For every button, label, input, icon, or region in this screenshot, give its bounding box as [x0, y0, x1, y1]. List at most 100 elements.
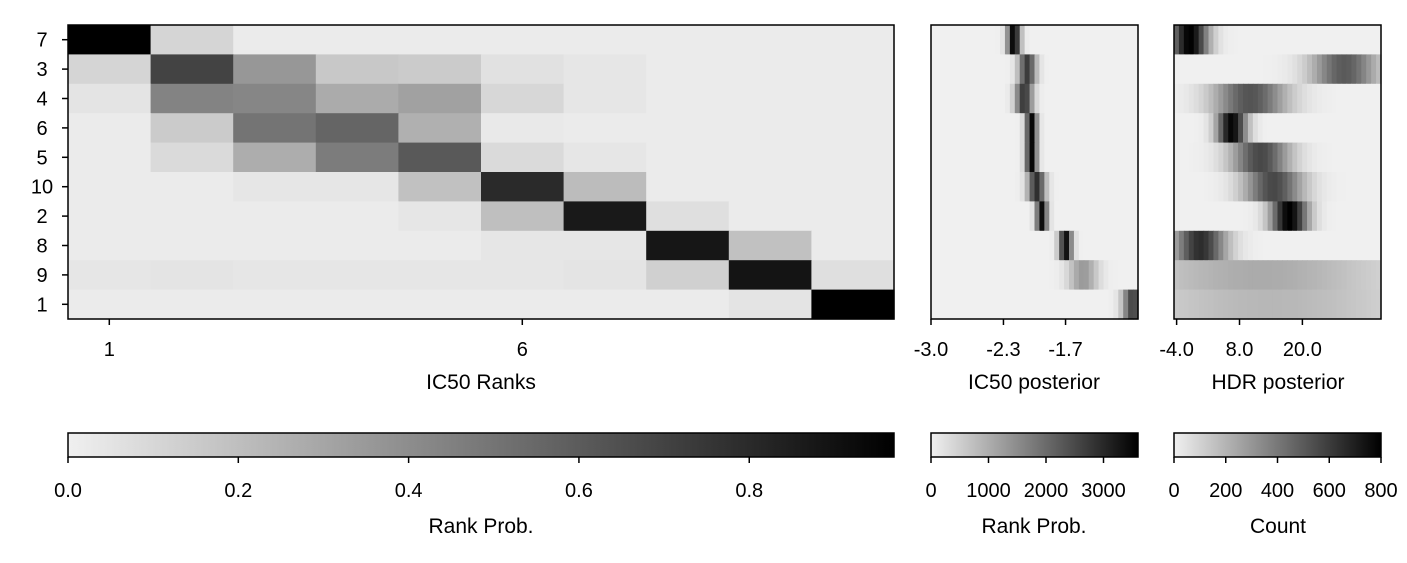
heatmap-cell: [970, 54, 976, 85]
heatmap-cell: [1346, 142, 1353, 173]
heatmap-cell: [1243, 201, 1249, 232]
heatmap-cell: [1247, 260, 1254, 291]
heatmap-cell: [1073, 289, 1080, 320]
row-label: 2: [36, 206, 47, 228]
heatmap-cell: [728, 142, 812, 173]
heatmap-cell: [1054, 260, 1060, 291]
heatmap-cell: [1069, 142, 1075, 173]
heatmap-cell: [1218, 201, 1224, 232]
heatmap-cell: [950, 260, 957, 291]
heatmap-cell: [985, 172, 991, 202]
heatmap-cell: [1218, 260, 1224, 291]
heatmap-cell: [646, 289, 730, 320]
heatmap-cell: [1024, 54, 1031, 85]
heatmap-cell: [960, 25, 967, 55]
heatmap-cell: [1302, 83, 1308, 114]
heatmap-cell: [1292, 260, 1298, 291]
heatmap-cell: [1128, 54, 1134, 85]
heatmap-cell: [1302, 25, 1308, 55]
heatmap-cell: [965, 83, 972, 114]
heatmap-cell: [1257, 201, 1264, 232]
heatmap-cell: [1356, 289, 1362, 320]
heatmap-cell: [990, 230, 996, 261]
heatmap-cell: [1316, 83, 1323, 114]
hdr-colorbar-gradient: [1173, 432, 1382, 458]
x-tick-label: 1: [104, 339, 115, 361]
heatmap-cell: [1233, 289, 1239, 320]
heatmap-cell: [1336, 54, 1343, 85]
heatmap-cell: [1307, 83, 1313, 114]
heatmap-cell: [1093, 289, 1100, 320]
heatmap-cell: [811, 83, 895, 114]
heatmap-cell: [1004, 230, 1011, 261]
heatmap-cell: [728, 83, 812, 114]
heatmap-cell: [1044, 289, 1050, 320]
heatmap-cell: [1321, 142, 1328, 173]
heatmap-cell: [1341, 201, 1348, 232]
heatmap-cell: [1078, 289, 1085, 320]
heatmap-cell: [1361, 83, 1367, 114]
heatmap-cell: [1371, 289, 1377, 320]
heatmap-cell: [1198, 172, 1205, 202]
heatmap-cell: [1371, 172, 1377, 202]
heatmap-cell: [1103, 230, 1110, 261]
heatmap-cell: [945, 230, 952, 261]
ic50-x-label: IC50 posterior: [968, 371, 1100, 394]
heatmap-cell: [960, 260, 967, 291]
heatmap-cell: [1223, 260, 1229, 291]
heatmap-cell: [1044, 201, 1050, 232]
heatmap-cell: [975, 260, 981, 291]
heatmap-cell: [1257, 83, 1264, 114]
heatmap-cell: [1326, 25, 1333, 55]
heatmap-cell: [1307, 54, 1313, 85]
heatmap-cell: [1371, 142, 1377, 173]
heatmap-cell: [1257, 113, 1264, 144]
heatmap-cell: [1223, 25, 1229, 55]
heatmap-cell: [1252, 230, 1259, 261]
colorbar-tick-label: 0.6: [565, 480, 593, 502]
heatmap-cell: [1341, 25, 1348, 55]
colorbar-tick-label: 0: [925, 480, 936, 502]
row-label: 1: [36, 294, 47, 316]
heatmap-cell: [1009, 113, 1016, 144]
x-tick-label: -3.0: [914, 339, 948, 361]
heatmap-cell: [811, 142, 895, 173]
heatmap-cell: [1039, 230, 1045, 261]
heatmap-cell: [1019, 260, 1026, 291]
heatmap-cell: [1203, 260, 1210, 291]
heatmap-cell: [1039, 54, 1045, 85]
heatmap-cell: [1203, 172, 1210, 202]
heatmap-cell: [1174, 260, 1180, 291]
heatmap-cell: [1233, 113, 1239, 144]
heatmap-cell: [315, 54, 399, 85]
heatmap-cell: [1218, 113, 1224, 144]
heatmap-cell: [1228, 54, 1234, 85]
heatmap-cell: [1277, 142, 1284, 173]
heatmap-cell: [1321, 113, 1328, 144]
heatmap-cell: [563, 230, 647, 261]
heatmap-cell: [646, 25, 730, 55]
heatmap-cell: [1093, 83, 1100, 114]
heatmap-cell: [563, 83, 647, 114]
heatmap-cell: [1118, 230, 1124, 261]
heatmap-cell: [1208, 142, 1215, 173]
heatmap-cell: [811, 201, 895, 232]
heatmap-cell: [1133, 289, 1139, 320]
heatmap-cell: [1000, 83, 1006, 114]
heatmap-cell: [1272, 83, 1279, 114]
heatmap-cell: [990, 201, 996, 232]
heatmap-cell: [1133, 113, 1139, 144]
heatmap-cell: [1193, 25, 1200, 55]
heatmap-cell: [1039, 172, 1045, 202]
heatmap-cell: [1247, 54, 1254, 85]
heatmap-cell: [1103, 201, 1110, 232]
heatmap-cell: [990, 25, 996, 55]
heatmap-cell: [1277, 289, 1284, 320]
heatmap-cell: [1208, 25, 1215, 55]
heatmap-cell: [1073, 142, 1080, 173]
colorbar-tick-label: 600: [1313, 480, 1346, 502]
heatmap-cell: [150, 230, 234, 261]
heatmap-cell: [1024, 201, 1031, 232]
heatmap-cell: [1346, 172, 1353, 202]
heatmap-cell: [1014, 201, 1021, 232]
